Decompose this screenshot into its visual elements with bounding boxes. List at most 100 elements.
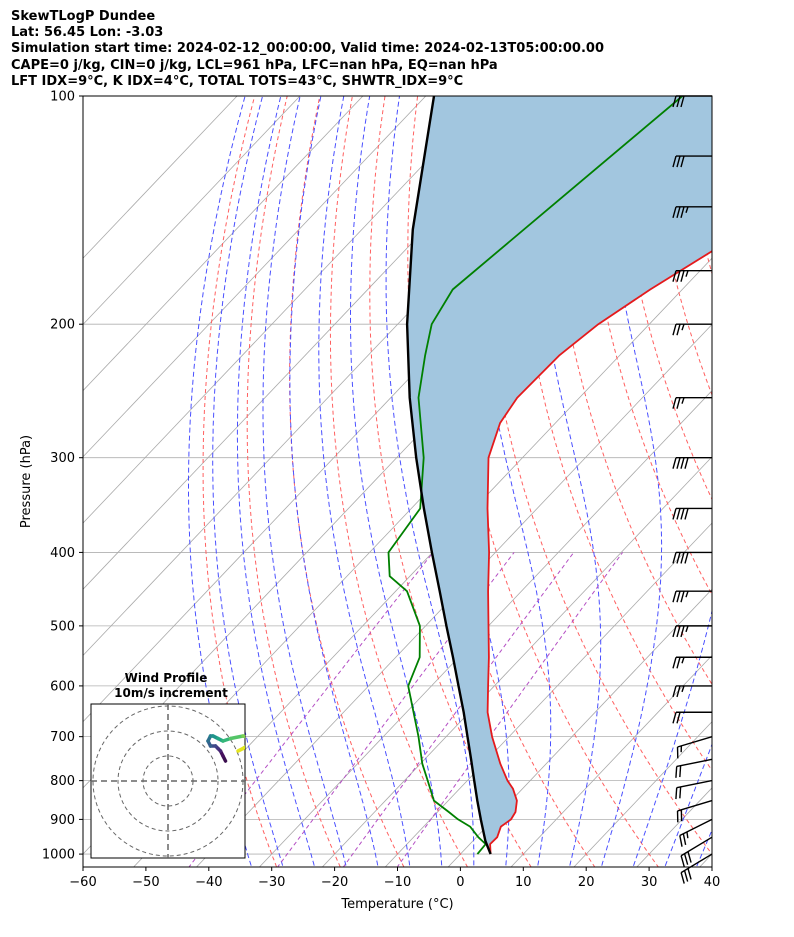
hodograph-segment xyxy=(236,746,245,753)
barb-flag xyxy=(676,552,681,564)
hodograph-segment xyxy=(241,734,245,739)
wind-barb xyxy=(672,685,712,698)
barb-half-flag xyxy=(685,270,689,277)
barb-shaft xyxy=(676,758,713,768)
barb-flag xyxy=(675,787,678,800)
barb-half-flag xyxy=(686,831,689,839)
barb-flag xyxy=(672,270,677,282)
x-axis-label: Temperature (°C) xyxy=(340,897,453,912)
isotherm-line xyxy=(83,96,301,325)
barb-flag xyxy=(679,835,683,847)
wind-barb xyxy=(672,590,712,603)
isotherm-line xyxy=(83,96,364,392)
wind-barb xyxy=(672,270,712,282)
barb-half-flag xyxy=(681,397,685,404)
moist-adiabat xyxy=(664,743,712,867)
y-tick-label: 400 xyxy=(50,546,75,561)
barb-half-flag xyxy=(681,657,685,664)
y-tick-label: 800 xyxy=(50,774,75,789)
moist-adiabat xyxy=(599,96,663,867)
isotherm-line xyxy=(133,257,712,867)
wind-barb xyxy=(672,456,712,469)
x-tick-label: −60 xyxy=(69,875,96,890)
wind-barb xyxy=(672,551,712,564)
isotherm-line xyxy=(195,323,712,867)
x-tick-label: −10 xyxy=(384,875,411,890)
y-tick-label: 500 xyxy=(50,619,75,634)
time-line: Simulation start time: 2024-02-12_00:00:… xyxy=(11,41,604,57)
dry-adiabat xyxy=(710,96,712,109)
barb-flag xyxy=(680,591,685,603)
wind-barb xyxy=(672,206,712,218)
moist-adiabat xyxy=(236,96,316,867)
dry-adiabat xyxy=(514,96,712,772)
moist-adiabat xyxy=(212,96,284,867)
barb-flag xyxy=(672,397,677,409)
barb-flag xyxy=(676,591,681,603)
barb-flag xyxy=(672,508,677,520)
barb-flag xyxy=(680,855,685,867)
mixing-ratio-line xyxy=(277,552,515,867)
dry-adiabat xyxy=(479,96,712,855)
barb-flag xyxy=(676,685,681,698)
barb-flag xyxy=(684,552,689,564)
barb-flag xyxy=(676,155,681,168)
barb-shaft xyxy=(677,799,713,812)
x-tick-label: −30 xyxy=(258,875,285,890)
cin-shading xyxy=(407,96,712,855)
dry-adiabat xyxy=(329,96,469,867)
wind-barb xyxy=(676,735,713,759)
barb-flag xyxy=(672,324,677,336)
wind-barb xyxy=(680,853,713,884)
isotherm-line xyxy=(384,522,712,867)
barb-flag xyxy=(680,872,685,884)
dry-adiabat xyxy=(579,96,712,596)
wind-barb xyxy=(672,625,712,638)
dry-adiabat xyxy=(202,96,278,867)
dry-adiabat xyxy=(246,96,341,867)
barb-flag xyxy=(676,95,681,108)
wind-barb xyxy=(680,836,713,867)
barb-flag xyxy=(683,870,689,882)
barb-flag xyxy=(680,155,685,168)
wind-barb xyxy=(675,779,713,800)
hodograph-segment xyxy=(228,734,245,741)
dry-adiabat xyxy=(369,96,532,867)
barb-flag xyxy=(682,833,687,846)
x-tick-label: 40 xyxy=(704,875,721,890)
x-tick-label: 10 xyxy=(515,875,532,890)
x-tick-label: −50 xyxy=(132,875,159,890)
barb-flag xyxy=(676,508,681,520)
isotherm-line xyxy=(83,96,427,458)
wind-barb xyxy=(672,95,712,108)
barb-flag xyxy=(687,868,692,880)
barb-flag xyxy=(680,625,685,638)
barb-flag xyxy=(680,508,685,520)
barb-flag xyxy=(679,765,682,778)
parameters-line: CAPE=0 j/kg, CIN=0 j/kg, LCL=961 hPa, LF… xyxy=(11,57,498,73)
barb-flag xyxy=(672,685,677,698)
wind-barb xyxy=(672,711,712,724)
y-tick-label: 300 xyxy=(50,451,75,466)
barb-flag xyxy=(672,206,677,218)
barb-flag xyxy=(680,552,685,564)
location-line: Lat: 56.45 Lon: -3.03 xyxy=(11,25,164,41)
axes-layer: −60 −50 −40 −30 −20 −10 0 10 20 30 40 100 200 300 400 5… xyxy=(19,90,720,913)
y-tick-label: 700 xyxy=(50,730,75,745)
barb-half-flag xyxy=(685,590,689,598)
barb-half-flag xyxy=(681,323,685,331)
barb-flag xyxy=(672,457,677,469)
barb-flag xyxy=(676,324,681,336)
dewpoint-line xyxy=(387,96,683,855)
barb-flag xyxy=(680,270,685,282)
y-tick-label: 100 xyxy=(50,90,75,105)
barb-shaft xyxy=(680,836,713,857)
barb-shaft xyxy=(679,818,713,837)
barb-shaft xyxy=(677,735,713,748)
data-layer xyxy=(387,96,712,855)
moist-adiabat xyxy=(350,96,443,867)
x-tick-label: −20 xyxy=(321,875,348,890)
barb-shaft xyxy=(676,779,713,789)
wind-barb xyxy=(675,758,713,778)
